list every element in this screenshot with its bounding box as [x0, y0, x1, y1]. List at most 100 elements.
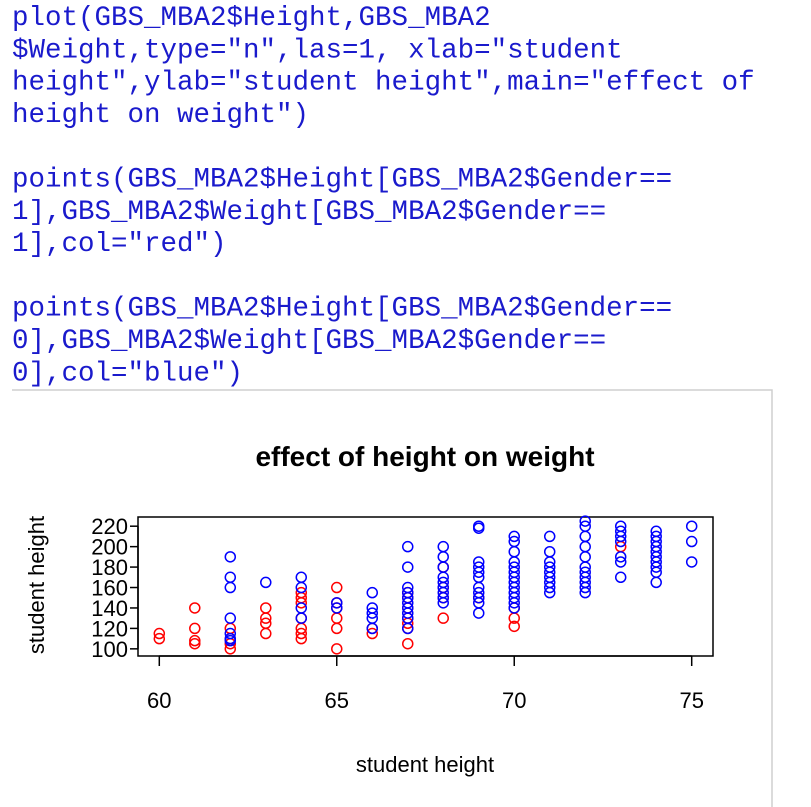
point [366, 607, 379, 619]
x-tick-label: 60 [147, 688, 171, 713]
code-line: points(GBS_MBA2$Height[GBS_MBA2$Gender== [12, 294, 672, 325]
point [295, 597, 308, 609]
point [579, 586, 591, 599]
code-line: height",ylab="student height",main="effe… [12, 68, 755, 99]
point [224, 581, 237, 594]
point [650, 561, 662, 573]
point [189, 634, 201, 647]
y-tick-label: 200 [91, 535, 128, 560]
point [366, 627, 379, 640]
point [366, 586, 379, 599]
code-line: 0],GBS_MBA2$Weight[GBS_MBA2$Gender== [12, 326, 606, 357]
point [437, 597, 449, 609]
point [224, 627, 237, 640]
code-line: 0],col="blue") [12, 358, 243, 389]
point [437, 540, 449, 553]
point [614, 535, 627, 548]
plot-box [137, 516, 714, 657]
point [685, 556, 698, 568]
point [579, 515, 591, 527]
point [224, 634, 237, 647]
point [224, 612, 237, 624]
y-tick-label: 220 [91, 514, 128, 539]
point [614, 571, 627, 584]
point [614, 556, 627, 568]
point [366, 622, 379, 635]
point [508, 597, 520, 609]
point [295, 632, 308, 645]
point [331, 622, 343, 635]
y-axis-label: student height [24, 516, 49, 654]
point [402, 622, 414, 635]
point [295, 627, 308, 640]
point [543, 581, 556, 594]
code-line: 1],col="red") [12, 229, 227, 260]
point [260, 612, 272, 624]
point [295, 581, 308, 594]
code-line: $Weight,type="n",las=1, xlab="student [12, 35, 623, 66]
point [508, 620, 520, 633]
point [189, 622, 201, 635]
x-tick-label: 75 [679, 688, 703, 713]
point [472, 566, 485, 578]
code-line: height on weight") [12, 100, 309, 131]
y-tick-label: 120 [91, 616, 128, 641]
code-line: 1],GBS_MBA2$Weight[GBS_MBA2$Gender== [12, 197, 606, 228]
point [543, 530, 556, 543]
point [153, 627, 166, 640]
point [437, 561, 449, 573]
point [402, 637, 414, 650]
point [331, 597, 343, 609]
point [543, 546, 556, 558]
point [260, 576, 272, 589]
y-tick-label: 180 [91, 555, 128, 580]
point [295, 612, 308, 624]
point [260, 602, 272, 614]
point [579, 540, 591, 553]
point [650, 576, 662, 589]
point [685, 535, 698, 548]
point [189, 637, 201, 650]
code-line: plot(GBS_MBA2$Height,GBS_MBA2 [12, 3, 491, 34]
point [260, 627, 272, 640]
y-tick-label: 160 [91, 576, 128, 601]
point [331, 612, 343, 624]
plot-frame [12, 389, 773, 807]
x-tick-label: 65 [325, 688, 349, 713]
point [331, 643, 343, 655]
point [508, 546, 520, 558]
point [224, 551, 237, 563]
point [614, 551, 627, 563]
chart-title: effect of height on weight [255, 441, 594, 472]
point [685, 520, 698, 532]
point [153, 632, 166, 645]
point [579, 551, 591, 563]
y-tick-label: 100 [91, 637, 128, 662]
point [402, 540, 414, 553]
code-editor: plot(GBS_MBA2$Height,GBS_MBA2$Weight,typ… [12, 3, 755, 389]
point [579, 581, 591, 594]
point [224, 571, 237, 584]
x-axis-label: student height [356, 752, 494, 777]
point [614, 530, 627, 543]
point [437, 551, 449, 563]
point [543, 586, 556, 599]
point [472, 522, 485, 534]
code-line: points(GBS_MBA2$Height[GBS_MBA2$Gender== [12, 165, 672, 196]
point [472, 591, 485, 604]
point [579, 530, 591, 543]
point [508, 530, 520, 543]
point [295, 571, 308, 584]
point [508, 602, 520, 614]
y-tick-label: 140 [91, 596, 128, 621]
point [472, 607, 485, 619]
point [437, 612, 449, 624]
point [437, 591, 449, 604]
point [402, 561, 414, 573]
x-tick-label: 70 [502, 688, 526, 713]
point [402, 607, 414, 619]
point [331, 581, 343, 594]
point [331, 602, 343, 614]
